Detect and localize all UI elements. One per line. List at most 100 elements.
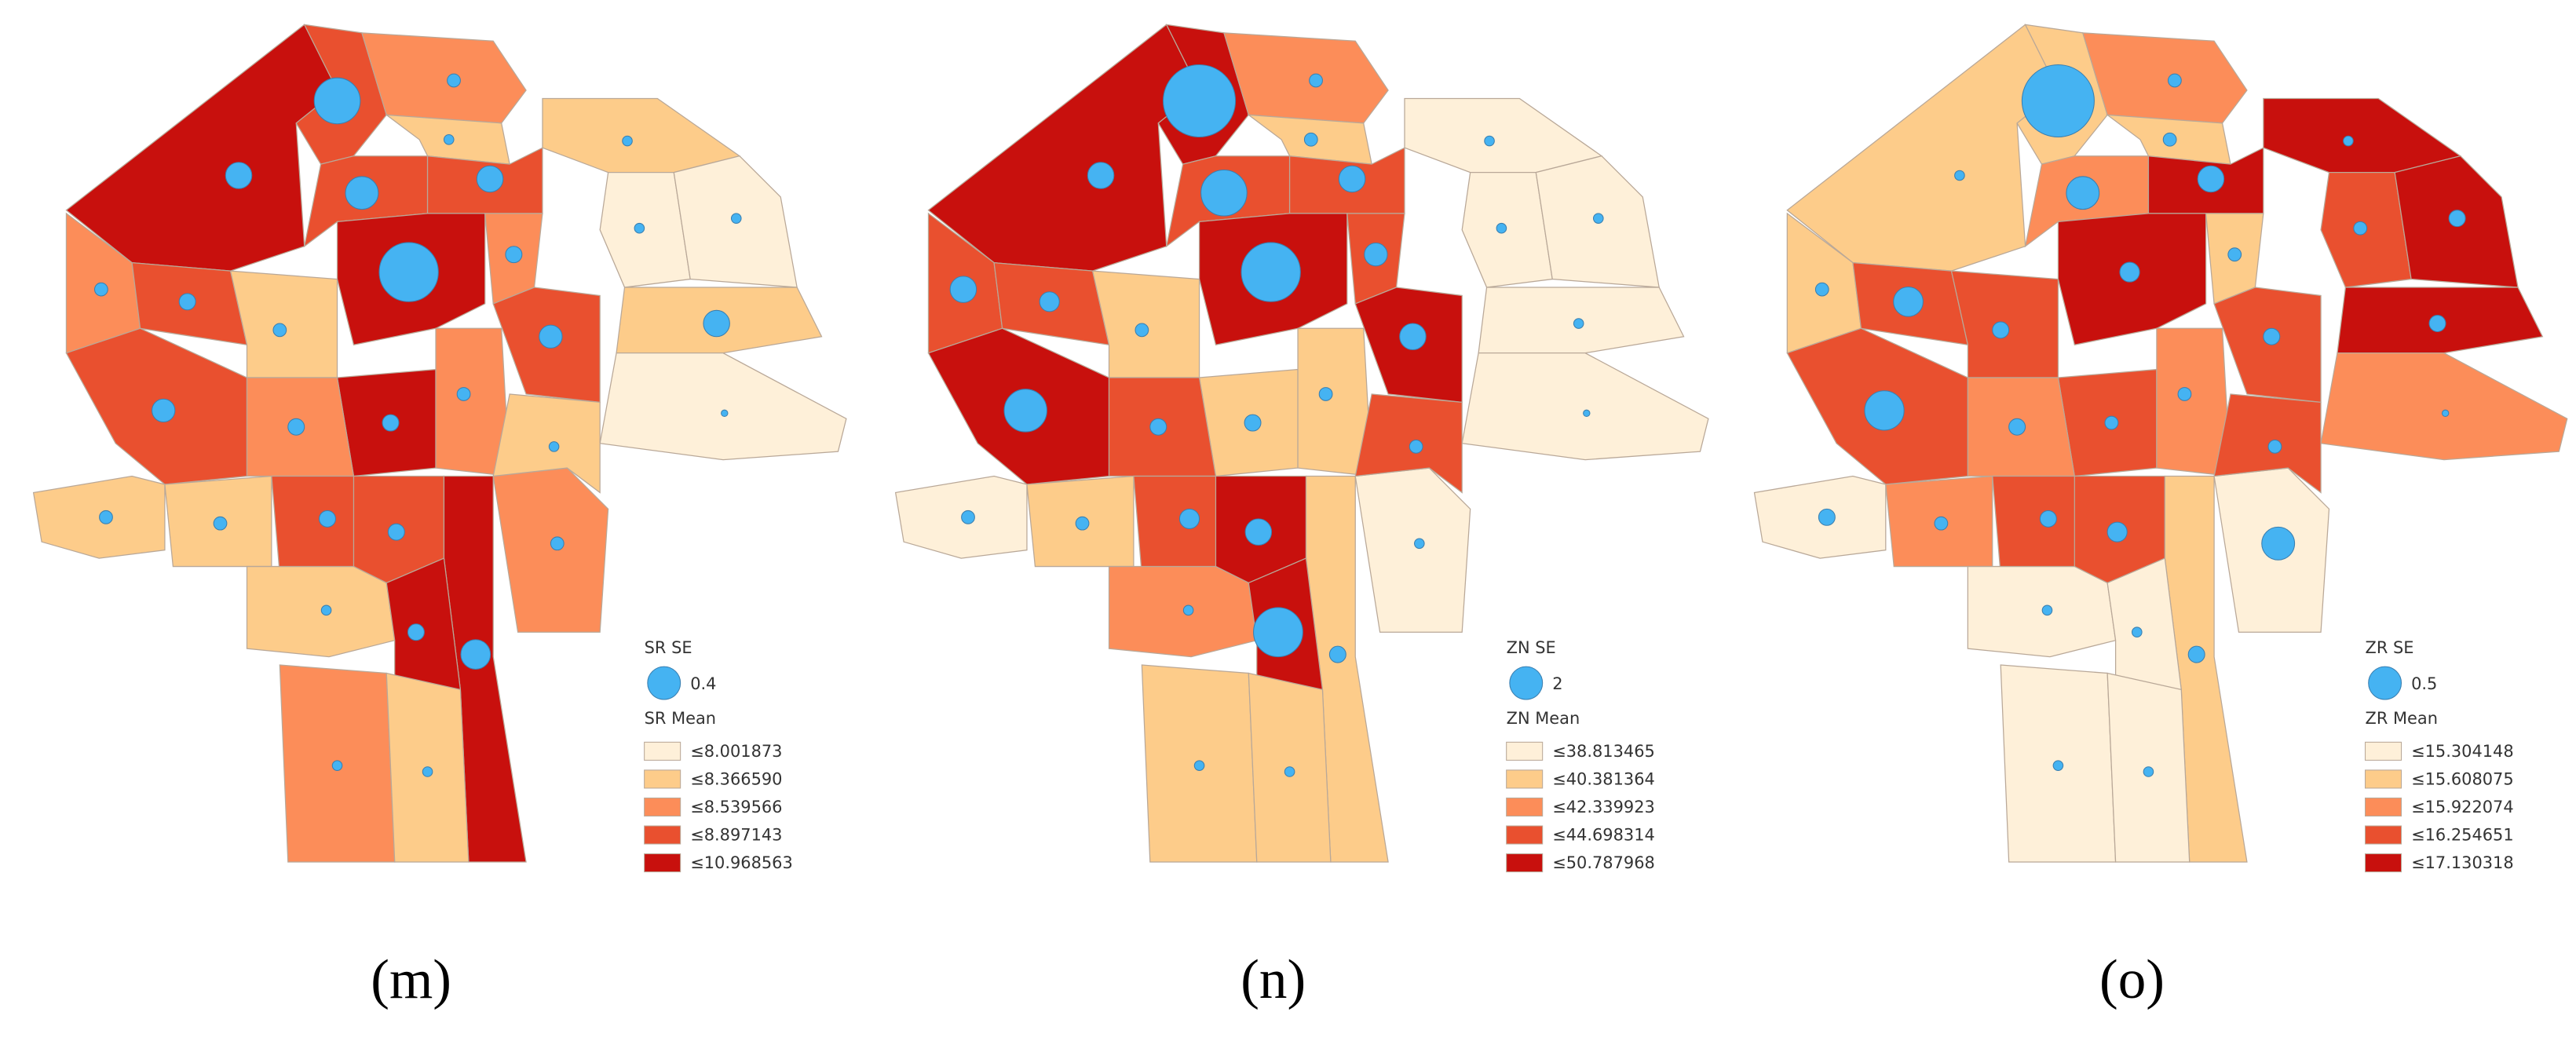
mean-legend-title: ZN Mean (1507, 709, 1580, 728)
district (1461, 171, 1553, 288)
se-bubble (1284, 766, 1295, 777)
se-bubble (1193, 760, 1205, 771)
district (229, 270, 338, 378)
se-bubble (476, 165, 504, 193)
se-bubble (1240, 242, 1301, 302)
se-bubble (422, 766, 433, 777)
se-bubble (1573, 318, 1584, 329)
legend-class-label: ≤15.608075 (2411, 769, 2514, 788)
se-bubble (2039, 510, 2057, 528)
se-bubble (1893, 286, 1924, 317)
legend-class-label: ≤8.001873 (690, 742, 782, 761)
se-bubble (2131, 626, 2143, 638)
district (492, 467, 609, 633)
se-bubble (1583, 409, 1591, 418)
se-bubble (1414, 538, 1425, 550)
panel-label: (m) (371, 949, 451, 1010)
legend-swatch (1506, 797, 1544, 816)
se-bubble (2227, 247, 2242, 262)
se-bubble (1039, 291, 1060, 312)
se-bubble (1163, 64, 1237, 138)
legend-swatch (2364, 825, 2402, 845)
se-bubble (2008, 418, 2026, 436)
se-bubble (1135, 323, 1149, 338)
se-bubble (2066, 176, 2100, 210)
district (1108, 565, 1258, 658)
district (492, 393, 601, 494)
se-bubble (2143, 766, 2154, 777)
panel-label: (n) (1240, 949, 1306, 1010)
se-bubble (550, 536, 565, 551)
district (542, 97, 741, 174)
se-bubble (345, 176, 379, 210)
map-panel: SR SE 0.4 SR Mean ≤8.001873 ≤8.366590 ≤8.5395… (32, 24, 847, 1010)
se-bubble (1244, 518, 1273, 546)
district (65, 24, 338, 272)
legend-swatch (1506, 741, 1544, 761)
se-bubble (539, 324, 563, 349)
legend-class-label: ≤44.698314 (1552, 826, 1655, 845)
size-legend-label: 0.5 (2411, 674, 2437, 693)
legend-class-label: ≤17.130318 (2411, 853, 2514, 872)
size-legend-label: 0.4 (690, 674, 716, 693)
legend-class-label: ≤8.897143 (690, 826, 782, 845)
se-bubble (2052, 760, 2064, 771)
district (2156, 327, 2231, 477)
legend-swatch (644, 825, 681, 845)
se-bubble (407, 623, 425, 641)
legend-class-label: ≤10.968563 (690, 853, 793, 872)
se-bubble (1864, 390, 1905, 431)
legend-swatch (2364, 853, 2402, 873)
se-bubble (319, 510, 336, 528)
district (1354, 467, 1471, 633)
panel-label: (o) (2099, 949, 2165, 1010)
se-bubble (378, 242, 439, 302)
district (1786, 24, 2059, 272)
mean-legend-title: ZR Mean (2366, 709, 2438, 728)
district (599, 171, 691, 288)
se-bubble (1149, 418, 1167, 436)
se-bubble (2197, 165, 2225, 193)
se-bubble (1075, 516, 1090, 531)
se-bubble (1484, 135, 1495, 147)
se-bubble (272, 323, 287, 338)
se-bubble (2162, 132, 2177, 147)
district (2320, 352, 2568, 461)
se-bubble (2106, 521, 2128, 542)
se-bubble (1244, 414, 1262, 432)
se-bubble (1003, 389, 1047, 433)
se-bubble (1178, 508, 1200, 529)
se-bubble (2353, 221, 2368, 236)
se-bubble (93, 282, 108, 297)
se-bubble (2267, 439, 2282, 454)
se-bubble (1253, 607, 1303, 658)
size-legend-symbol (647, 666, 681, 700)
se-bubble (2263, 327, 2281, 345)
size-legend-title: SR SE (645, 638, 692, 657)
legend-swatch (644, 769, 681, 789)
size-legend-title: ZN SE (1507, 638, 1556, 657)
se-bubble (1409, 439, 1423, 454)
se-bubble (460, 639, 491, 670)
se-bubble (456, 387, 471, 401)
legend-swatch (644, 797, 681, 816)
se-bubble (1818, 508, 1836, 526)
legend-swatch (2364, 769, 2402, 789)
se-bubble (225, 162, 253, 189)
se-bubble (1328, 645, 1346, 663)
se-bubble (2187, 645, 2205, 663)
legend-class-label: ≤38.813465 (1552, 742, 1655, 761)
district (2213, 287, 2322, 404)
district (246, 565, 396, 658)
se-bubble (2041, 605, 2053, 616)
district (361, 32, 527, 124)
legend-swatch (644, 853, 681, 873)
district (2263, 97, 2462, 174)
district (599, 352, 847, 461)
se-bubble (2448, 210, 2466, 228)
legend-class-label: ≤50.787968 (1552, 853, 1655, 872)
map-panel: ZR SE 0.5 ZR Mean ≤15.304148 ≤15.608075 ≤15.9… (1753, 24, 2568, 1010)
legend-class-label: ≤15.922074 (2411, 798, 2514, 816)
se-bubble (1934, 516, 1949, 531)
